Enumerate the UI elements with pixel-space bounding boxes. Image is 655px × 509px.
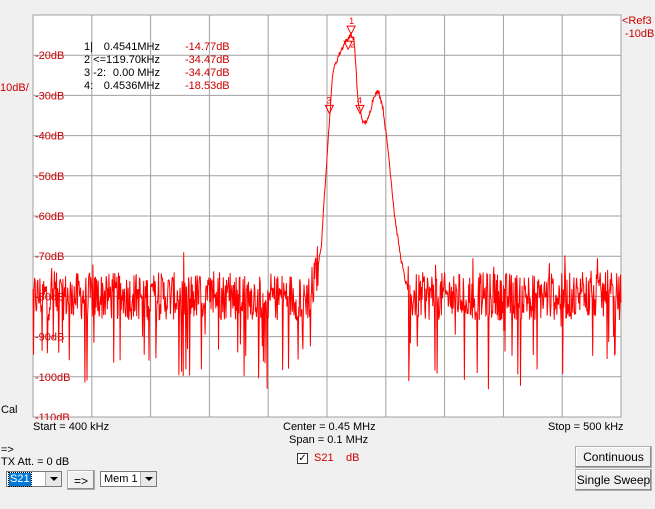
marker-3-icon	[324, 104, 335, 115]
arrow-label: =>	[1, 444, 14, 456]
marker-1-icon	[346, 25, 356, 36]
apply-s-param-button[interactable]: =>	[67, 470, 95, 490]
grid	[33, 15, 621, 418]
db-label: dB	[346, 452, 360, 464]
marker-table-level: -14.77dB	[185, 41, 230, 53]
start-label: Start = 400 kHz	[33, 421, 110, 433]
marker-table-level: -18.53dB	[185, 80, 230, 92]
marker-2-label: 2	[350, 39, 355, 49]
y-tick-label: -50dB	[35, 171, 64, 183]
single-sweep-button[interactable]: Single Sweep	[575, 469, 652, 491]
marker-table-index: 4:	[84, 80, 93, 92]
ref-label: <Ref3	[622, 15, 652, 27]
y-tick-label: -60dB	[35, 211, 64, 223]
markers: 1 2 3 4	[324, 16, 365, 115]
y-tick-label: -110dB	[35, 412, 70, 420]
y-tick-label: -100dB	[35, 372, 70, 384]
scale-label: 10dB/	[0, 82, 30, 94]
s21-checkbox[interactable]: ✓	[297, 453, 308, 464]
trace-s21	[32, 31, 622, 390]
s21-trace-label: S21	[314, 452, 334, 464]
marker-table-index: 1|	[84, 41, 93, 53]
marker-table-freq: 0.00 MHz	[113, 67, 160, 79]
tx-att-label: TX Att. = 0 dB	[1, 456, 70, 468]
marker-table-freq: 19.70kHz	[114, 54, 160, 66]
y-tick-label: -70dB	[35, 251, 64, 263]
y-tick-label: -20dB	[35, 50, 64, 62]
y-tick-labels: -20dB-30dB-40dB-50dB-60dB-70dB-80dB-90dB…	[35, 50, 70, 420]
memory-value: Mem 1	[104, 473, 138, 485]
marker-table-freq: 0.4541MHz	[104, 41, 160, 53]
s-param-value: S21	[8, 472, 32, 487]
marker-table-index: 3 -2:	[84, 67, 106, 79]
chevron-down-icon[interactable]	[140, 472, 156, 486]
center-label: Center = 0.45 MHz	[283, 421, 376, 433]
marker-table-freq: 0.4536MHz	[104, 80, 160, 92]
y-tick-label: -90dB	[35, 332, 64, 344]
marker-table: 1| 0.4541MHz -14.77dB 2 <=1:19.70kHz -34.47d…	[84, 41, 230, 92]
marker-4-icon	[355, 104, 365, 115]
stop-label: Stop = 500 kHz	[548, 421, 624, 433]
marker-4-label: 4	[357, 95, 362, 105]
cal-label: Cal	[1, 404, 18, 416]
marker-1-label: 1	[349, 16, 354, 26]
continuous-button[interactable]: Continuous	[575, 446, 652, 468]
checkmark-icon: ✓	[298, 453, 307, 464]
y-tick-label: -40dB	[35, 131, 64, 143]
chevron-down-icon[interactable]	[45, 472, 61, 486]
span-label: Span = 0.1 MHz	[289, 434, 369, 446]
ref-value: -10dB	[625, 28, 654, 40]
marker-3-label: 3	[326, 95, 331, 105]
y-tick-label: -30dB	[35, 90, 64, 102]
marker-table-level: -34.47dB	[185, 54, 230, 66]
marker-table-index: 2 <=1:	[84, 54, 115, 66]
marker-2-icon	[343, 40, 353, 51]
memory-select[interactable]: Mem 1	[100, 471, 157, 487]
spectrum-plot: -20dB-30dB-40dB-50dB-60dB-70dB-80dB-90dB…	[0, 14, 654, 420]
marker-table-level: -34.47dB	[185, 67, 230, 79]
s-param-select[interactable]: S21	[6, 471, 62, 487]
